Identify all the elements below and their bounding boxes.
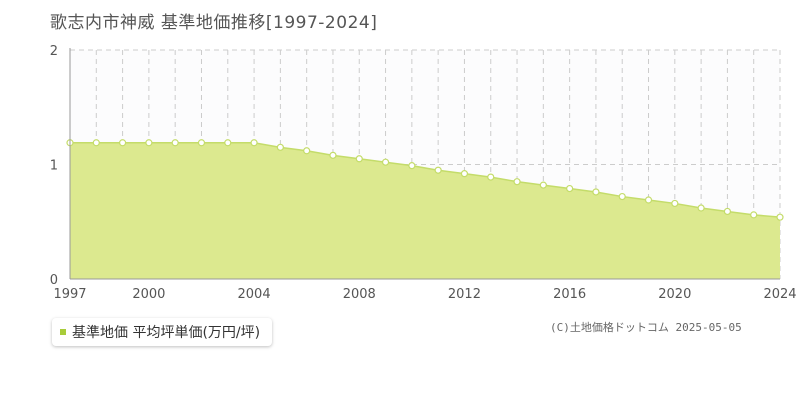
y-tick-labels: 0 1 2	[50, 44, 58, 288]
chart-title: 歌志内市神威 基準地価推移[1997-2024]	[50, 13, 378, 33]
series-line	[70, 141, 781, 218]
data-point	[171, 139, 179, 147]
data-point	[118, 139, 127, 147]
data-point	[697, 204, 705, 212]
x-tick-label: 2012	[448, 287, 481, 302]
legend-marker	[60, 329, 66, 335]
y-tick-label: 2	[50, 44, 58, 59]
area-fill	[70, 142, 780, 279]
x-tick-label: 2020	[658, 287, 691, 302]
data-point	[776, 213, 784, 221]
data-point	[303, 147, 311, 155]
data-point	[566, 184, 574, 193]
y-tick-label: 1	[50, 159, 58, 174]
y-tick-label: 0	[50, 273, 58, 288]
x-tick-label: 2008	[343, 287, 376, 302]
credit: (C)土地価格ドットコム 2025-05-05	[550, 321, 742, 334]
data-point	[671, 199, 679, 208]
legend: 基準地価 平均坪単価(万円/坪)	[52, 318, 273, 346]
data-point	[723, 207, 732, 216]
x-tick-label: 2000	[132, 287, 165, 302]
x-tick-labels: 1997 2000 2004 2008 2012 2016 2020 2024	[53, 287, 796, 302]
x-tick-label: 2004	[238, 287, 271, 302]
data-point	[276, 143, 284, 151]
data-point	[750, 211, 758, 219]
x-tick-label: 2016	[553, 287, 586, 302]
data-point	[381, 158, 390, 166]
data-point	[250, 139, 258, 147]
data-point	[408, 162, 416, 170]
data-point	[539, 181, 547, 189]
data-point	[92, 139, 100, 147]
data-point	[434, 166, 442, 174]
data-points	[66, 139, 784, 221]
data-point	[224, 139, 232, 147]
data-point	[644, 196, 653, 204]
data-point	[329, 151, 337, 159]
data-point	[355, 155, 363, 163]
x-tick-label: 2024	[763, 287, 796, 302]
data-point	[487, 173, 495, 181]
data-point	[618, 192, 626, 201]
x-tick-label: 1997	[53, 287, 86, 302]
data-point	[197, 139, 206, 147]
legend-label: 基準地価 平均坪単価(万円/坪)	[72, 325, 261, 341]
data-point	[592, 188, 600, 196]
data-point	[145, 139, 153, 147]
data-point	[513, 178, 521, 186]
data-point	[460, 170, 469, 178]
